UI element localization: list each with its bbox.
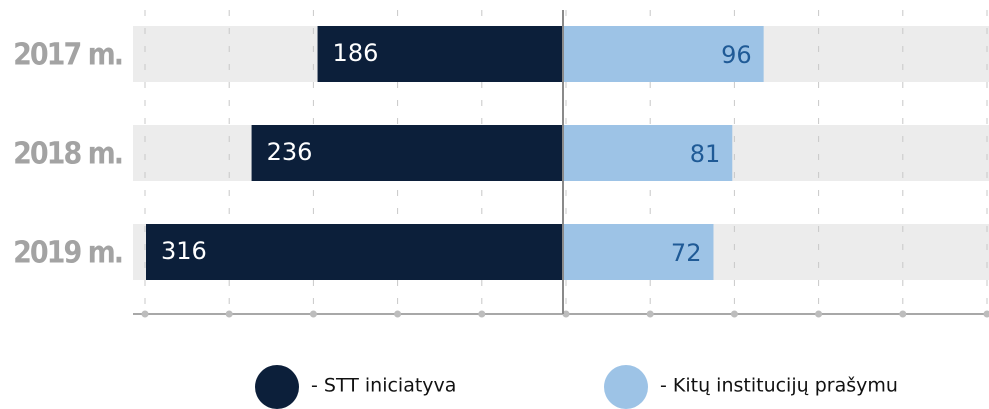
bar <box>146 224 563 280</box>
bar <box>563 224 714 280</box>
legend-label: - STT iniciatyva <box>311 375 456 397</box>
bar <box>563 26 764 82</box>
axis-dot <box>394 310 402 318</box>
axis-dot <box>646 310 654 318</box>
category-label: 2019 m. <box>13 236 122 271</box>
value-label: 186 <box>333 39 379 67</box>
axis-dot <box>309 310 317 318</box>
category-label: 2017 m. <box>13 38 122 73</box>
value-label: 316 <box>161 237 207 265</box>
bar <box>563 125 733 181</box>
legend-swatch <box>604 365 648 409</box>
axis-dot <box>730 310 738 318</box>
axis-dot <box>899 310 907 318</box>
value-label: 81 <box>690 140 721 168</box>
value-label: 236 <box>267 138 313 166</box>
bar <box>317 26 563 82</box>
axis-dot <box>225 310 233 318</box>
axis-dot <box>562 310 570 318</box>
value-label: 72 <box>671 239 702 267</box>
legend-label: - Kitų institucijų prašymu <box>660 375 898 397</box>
axis-dot <box>983 310 989 318</box>
axis-dot <box>141 310 149 318</box>
legend-swatch <box>255 365 299 409</box>
axis-dot <box>478 310 486 318</box>
value-label: 96 <box>721 41 752 69</box>
category-label: 2018 m. <box>13 137 122 172</box>
bar <box>251 125 563 181</box>
axis-dot <box>815 310 823 318</box>
